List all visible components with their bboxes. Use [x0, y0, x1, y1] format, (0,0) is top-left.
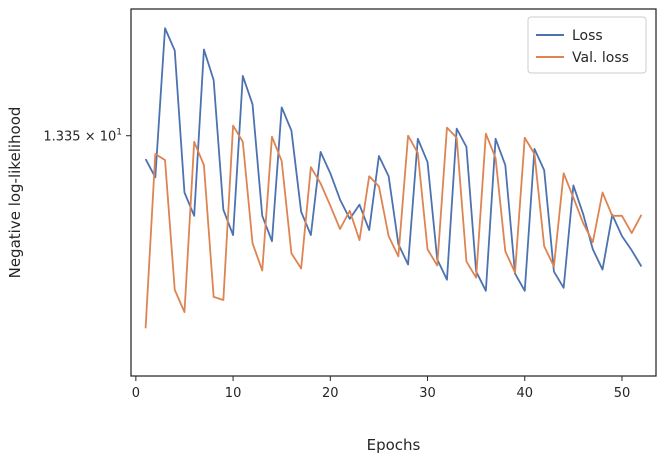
y-tick-label: 1.335 × 101: [43, 128, 122, 145]
x-tick-label: 30: [419, 386, 436, 401]
x-tick-label: 20: [322, 386, 339, 401]
plot-frame: [130, 8, 657, 377]
series-line-2: [144, 124, 643, 329]
legend: Loss Val. loss: [527, 16, 647, 74]
x-tick-label: 0: [132, 386, 140, 401]
x-tick-label: 50: [614, 386, 631, 401]
legend-label: Loss: [572, 28, 603, 44]
legend-label: Val. loss: [572, 50, 629, 66]
series-layer: [144, 27, 643, 329]
y-axis-label: Negative log-likelihood: [6, 107, 24, 279]
legend-box: [527, 16, 647, 74]
x-axis-label: Epochs: [367, 436, 421, 454]
x-tick-label: 10: [225, 386, 242, 401]
x-tick-label: 40: [516, 386, 533, 401]
